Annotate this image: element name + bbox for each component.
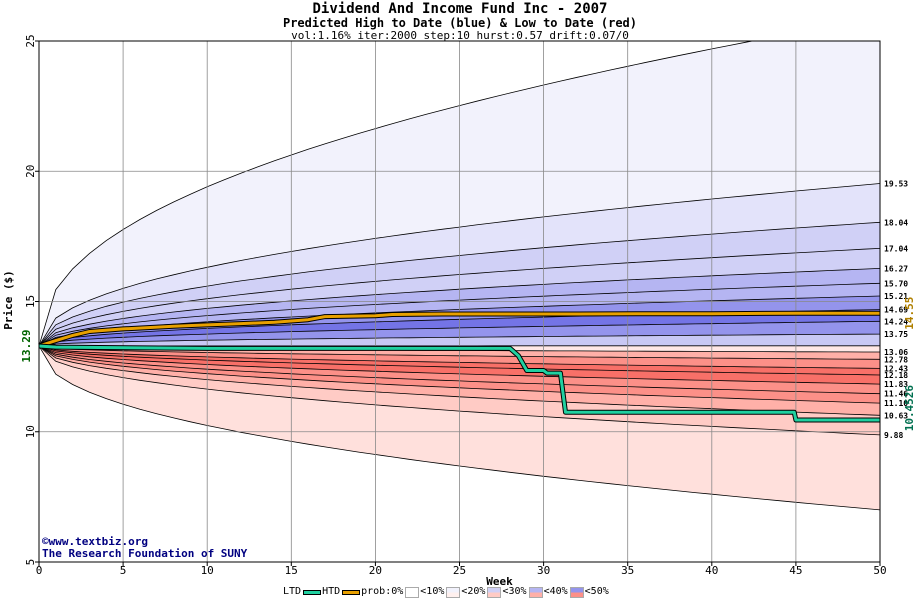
ltd-end-label: 10.4526 <box>903 385 916 432</box>
low-band-label-5: 11.46 <box>884 390 908 399</box>
high-band-1 <box>39 183 880 346</box>
y-tick-label-20: 20 <box>24 165 37 178</box>
x-axis-title: Week <box>486 575 513 588</box>
high-band-6 <box>39 296 880 346</box>
high-band-2 <box>39 222 880 346</box>
legend-40-label: <40% <box>543 586 568 597</box>
low-band-label-1: 12.78 <box>884 355 908 364</box>
x-tick-label-35: 35 <box>621 564 634 577</box>
low-band-label-2: 12.43 <box>884 364 908 373</box>
low-band-2 <box>39 346 880 375</box>
chart-title: Dividend And Income Fund Inc - 2007 <box>312 1 608 17</box>
x-tick-label-45: 45 <box>789 564 802 577</box>
credit-organization: The Research Foundation of SUNY <box>42 547 248 560</box>
y-axis-title: Price ($) <box>2 270 15 330</box>
y-tick-label-25: 25 <box>24 34 37 47</box>
low-band-label-3: 12.18 <box>884 371 908 380</box>
high-band-label-5: 15.21 <box>884 292 908 301</box>
low-band-label-4: 11.83 <box>884 380 908 389</box>
x-tick-label-40: 40 <box>705 564 718 577</box>
legend-swatch-10 <box>446 586 461 598</box>
x-tick-label-30: 30 <box>537 564 550 577</box>
chart-series <box>38 310 880 423</box>
high-band-label-3: 16.27 <box>884 264 908 273</box>
low-band-6 <box>39 346 880 416</box>
legend-swatch-0 <box>405 586 420 598</box>
chart-axes <box>35 40 881 566</box>
low-band-label-6: 11.10 <box>884 399 908 408</box>
legend-htd-swatch <box>342 589 361 595</box>
x-tick-label-50: 50 <box>873 564 886 577</box>
low-band-label-7: 10.63 <box>884 411 908 420</box>
x-tick-label-25: 25 <box>453 564 466 577</box>
high-band-3 <box>39 248 880 346</box>
y-tick-label-15: 15 <box>24 295 37 308</box>
chart-grid <box>39 41 880 562</box>
low-band-5 <box>39 346 880 404</box>
high-band-label-6: 14.69 <box>884 306 908 315</box>
x-tick-label-20: 20 <box>369 564 382 577</box>
high-band-5 <box>39 283 880 346</box>
low-band-3 <box>39 346 880 385</box>
ltd-line <box>38 344 880 422</box>
high-band-label-4: 15.70 <box>884 279 908 288</box>
legend-30-label: <30% <box>502 586 527 597</box>
chart-params: vol:1.16% iter:2000 step:10 hurst:0.57 d… <box>291 29 629 42</box>
legend-swatch-30 <box>528 586 543 598</box>
legend-20-label: <20% <box>461 586 486 597</box>
high-band-label-0: 19.53 <box>884 179 908 188</box>
x-tick-label-15: 15 <box>285 564 298 577</box>
x-tick-label-10: 10 <box>201 564 214 577</box>
high-band-label-8: 13.75 <box>884 330 908 339</box>
legend-swatch-40 <box>569 586 584 598</box>
chart-legend: LTD HTD prob:0% <10% <20% <30% <40% <50% <box>283 586 610 598</box>
x-tick-label-5: 5 <box>120 564 127 577</box>
legend-htd-label: HTD <box>322 586 341 597</box>
high-band-label-2: 17.04 <box>884 244 908 253</box>
start-price-label: 13.29 <box>20 329 33 362</box>
legend-50-label: <50% <box>584 586 609 597</box>
high-band-4 <box>39 268 880 346</box>
chart-subtitle: Predicted High to Date (blue) & Low to D… <box>282 16 637 30</box>
legend-swatch-20 <box>487 586 502 598</box>
y-tick-label-5: 5 <box>24 559 37 566</box>
low-band-label-8: 9.88 <box>884 431 903 440</box>
legend-10-label: <10% <box>420 586 445 597</box>
high-band-label-7: 14.24 <box>884 317 908 326</box>
chart-titles: Dividend And Income Fund Inc - 2007 Pred… <box>0 2 920 42</box>
legend-ltd-label: LTD <box>283 586 302 597</box>
low-band-label-0: 13.06 <box>884 348 908 357</box>
htd-line <box>38 311 880 348</box>
legend-prob-label: prob:0% <box>361 586 404 597</box>
high-band-label-1: 18.04 <box>884 218 908 227</box>
x-tick-label-0: 0 <box>36 564 43 577</box>
low-band-4 <box>39 346 880 394</box>
htd-end-label: 14.55 <box>903 297 916 330</box>
legend-ltd-swatch <box>303 589 322 595</box>
credit-website: ©www.textbiz.org <box>42 535 148 548</box>
y-tick-label-10: 10 <box>24 425 37 438</box>
